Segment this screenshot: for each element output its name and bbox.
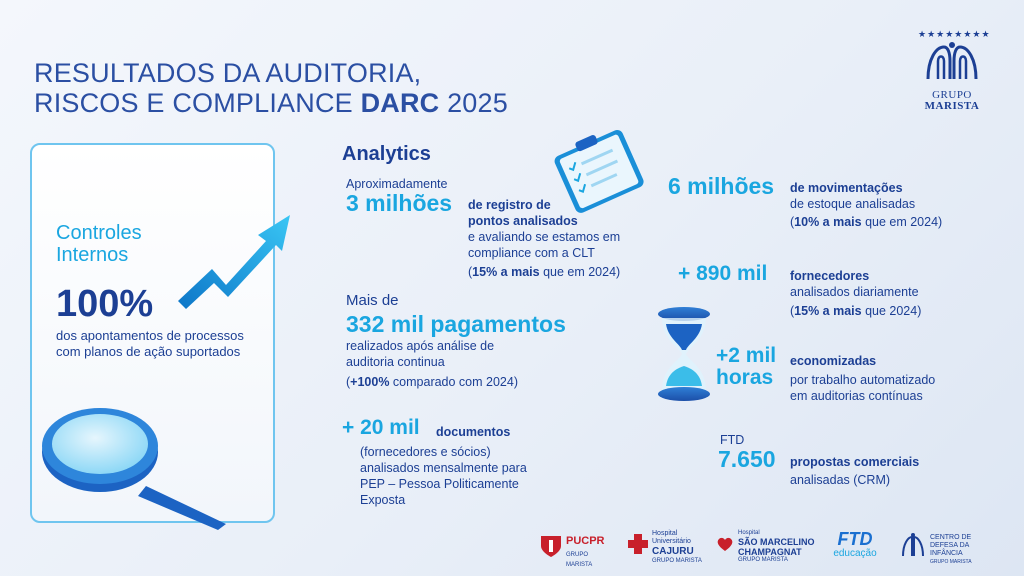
pucpr-text: PUCPR xyxy=(566,535,605,547)
documentos-value: + 20 mil xyxy=(342,416,420,439)
fornecedores-value: + 890 mil xyxy=(678,262,768,285)
pucpr-logo: PUCPR GRUPO MARISTA xyxy=(538,530,605,568)
centro-defesa-logo: CENTRO DE DEFESA DA INFÂNCIA GRUPO MARIS… xyxy=(900,528,990,568)
cajuru-logo: Hospital Universitário CAJURU GRUPO MARI… xyxy=(628,528,708,568)
estoque-note: (10% a mais que em 2024) xyxy=(790,215,943,229)
growth-arrow-icon xyxy=(178,215,290,309)
documentos-label: documentos xyxy=(436,425,511,439)
estoque-value: 6 milhões xyxy=(668,173,775,199)
estoque-label: de movimentações xyxy=(790,181,903,195)
ftd-logo-sub: educação xyxy=(833,548,877,559)
pagamentos-pre: Mais de xyxy=(346,292,399,309)
ftd-desc: analisadas (CRM) xyxy=(790,473,891,487)
analytics-heading: Analytics xyxy=(342,143,431,165)
pontos-value: 3 milhões xyxy=(346,190,453,216)
pontos-note: (15% a mais que em 2024) xyxy=(468,265,621,279)
ftd-value: 7.650 xyxy=(718,446,776,472)
cdi-text: CENTRO DE DEFESA DA INFÂNCIA GRUPO MARIS… xyxy=(930,534,972,565)
title-darc: DARC xyxy=(360,88,440,118)
fornecedores-note: (15% a mais que 2024) xyxy=(790,304,922,318)
logo-stars: ★★★★★★★★ xyxy=(918,29,991,39)
ftd-logo: FTD educação xyxy=(830,530,880,566)
logo-name-2: MARISTA xyxy=(924,100,980,112)
controles-desc: dos apontamentos de processos com planos… xyxy=(56,328,244,359)
ftd-logo-text: FTD xyxy=(837,529,873,549)
controles-title: Controles Internos xyxy=(56,222,142,266)
estoque-desc: de estoque analisadas xyxy=(790,197,916,211)
page-title: RESULTADOS DA AUDITORIA, RISCOS E COMPLI… xyxy=(34,58,508,118)
pucpr-crest-icon xyxy=(541,536,561,557)
pucpr-sub: GRUPO MARISTA xyxy=(566,552,593,568)
ftd-pre: FTD xyxy=(720,433,745,447)
horas-desc: por trabalho automatizado em auditorias … xyxy=(790,373,936,403)
title-line-1: RESULTADOS DA AUDITORIA, xyxy=(34,58,422,88)
pontos-pre: Aproximadamente xyxy=(346,177,448,191)
horas-label: economizadas xyxy=(790,354,877,368)
heart-icon xyxy=(717,537,733,551)
fornecedores-label: fornecedores xyxy=(790,269,870,283)
controles-value: 100% xyxy=(56,283,154,325)
pagamentos-value: 332 mil pagamentos xyxy=(346,311,566,337)
grupo-marista-logo: ★★★★★★★★ GRUPO MARISTA xyxy=(918,29,991,112)
pontos-desc: e avaliando se estamos em compliance com… xyxy=(468,230,621,260)
horas-value: +2 mil horas xyxy=(716,344,777,389)
clipboard-icon xyxy=(554,129,644,213)
logo-name-1: GRUPO xyxy=(932,89,972,101)
pagamentos-desc: realizados após análise de auditoria con… xyxy=(346,339,495,369)
title-line-2: RISCOS E COMPLIANCE DARC 2025 xyxy=(34,88,508,118)
marista-small-icon xyxy=(902,533,924,557)
sao-marcelino-logo: Hospital SÃO MARCELINO CHAMPAGNAT GRUPO … xyxy=(716,530,816,566)
marista-monogram-icon xyxy=(926,42,978,80)
hourglass-icon xyxy=(658,307,710,401)
pontos-label: de registro de pontos analisados xyxy=(468,198,578,228)
pagamentos-note: (+100% comparado com 2024) xyxy=(346,375,518,389)
red-cross-icon xyxy=(628,534,648,554)
smc-text: Hospital SÃO MARCELINO CHAMPAGNAT GRUPO … xyxy=(738,530,815,563)
documentos-desc: (fornecedores e sócios) analisados mensa… xyxy=(360,445,527,507)
ftd-label: propostas comerciais xyxy=(790,455,920,469)
magnifier-icon xyxy=(42,408,226,530)
fornecedores-desc: analisados diariamente xyxy=(790,285,919,299)
cajuru-text: Hospital Universitário CAJURU GRUPO MARI… xyxy=(652,530,702,564)
